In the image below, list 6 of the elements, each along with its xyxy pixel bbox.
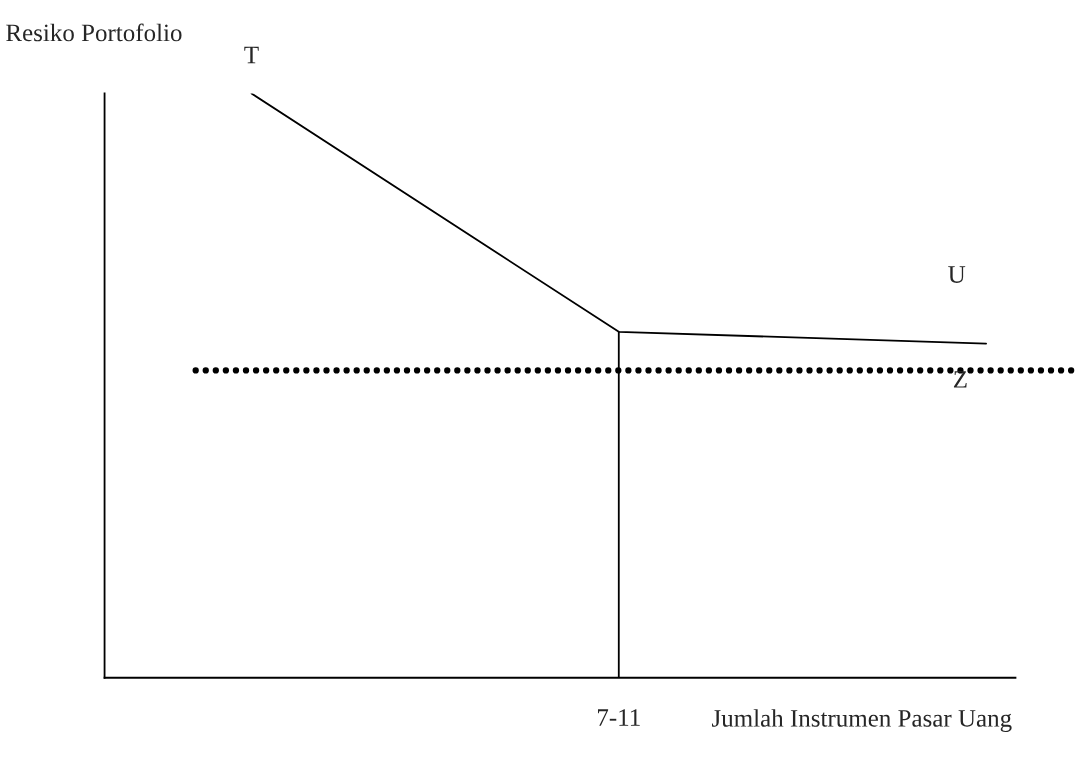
text: 7-11 [597, 709, 640, 726]
annotation: Z [953, 371, 967, 388]
text: T [244, 46, 259, 64]
x-axis-title: Jumlah Instrumen Pasar Uang [712, 709, 1012, 732]
annotation: U [948, 266, 966, 283]
y-axis-title: Resiko Portofolio [6, 23, 182, 42]
